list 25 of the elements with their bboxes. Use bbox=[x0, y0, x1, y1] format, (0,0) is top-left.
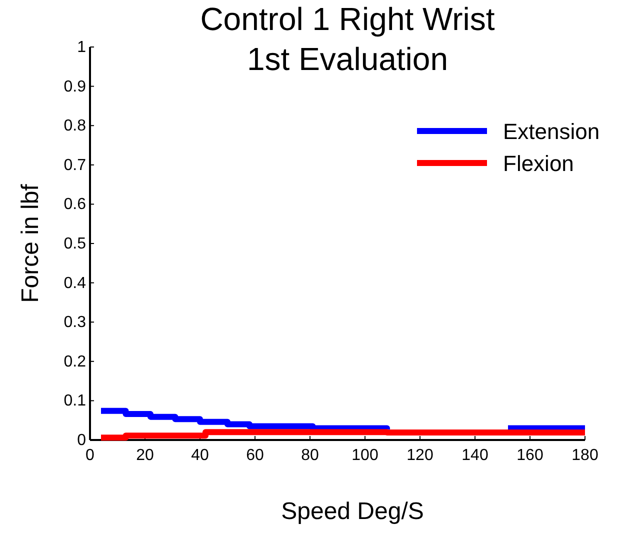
y-tick-label: 0.8 bbox=[64, 118, 86, 135]
y-axis-title: Force in lbf bbox=[17, 184, 44, 303]
x-tick-label: 20 bbox=[136, 447, 154, 464]
x-axis-title: Speed Deg/S bbox=[281, 498, 424, 525]
x-tick-label: 100 bbox=[352, 447, 378, 464]
x-tick-label: 40 bbox=[191, 447, 209, 464]
x-tick-label: 140 bbox=[462, 447, 488, 464]
y-tick-label: 1 bbox=[77, 39, 86, 56]
x-tick-label: 120 bbox=[406, 447, 434, 464]
chart-title: Control 1 Right Wrist 1st Evaluation bbox=[200, 1, 495, 77]
y-tick-label: 0.5 bbox=[64, 236, 86, 252]
y-tick-label: 0.1 bbox=[64, 392, 86, 410]
x-tick-label: 160 bbox=[516, 447, 544, 464]
y-tick-label: 0.3 bbox=[64, 314, 86, 332]
y-tick-label: 0.9 bbox=[64, 78, 86, 96]
x-tick-label: 180 bbox=[572, 447, 598, 464]
legend-label: Extension bbox=[503, 119, 600, 144]
y-tick-label: 0 bbox=[77, 432, 86, 449]
x-tick-label: 80 bbox=[301, 447, 319, 464]
x-tick-label: 60 bbox=[246, 447, 264, 464]
y-tick-label: 0.2 bbox=[64, 353, 86, 370]
y-tick-label: 0.6 bbox=[64, 196, 86, 214]
y-tick-label: 0.4 bbox=[64, 274, 86, 292]
legend-label: Flexion bbox=[503, 151, 574, 176]
y-tick-label: 0.7 bbox=[64, 156, 86, 174]
